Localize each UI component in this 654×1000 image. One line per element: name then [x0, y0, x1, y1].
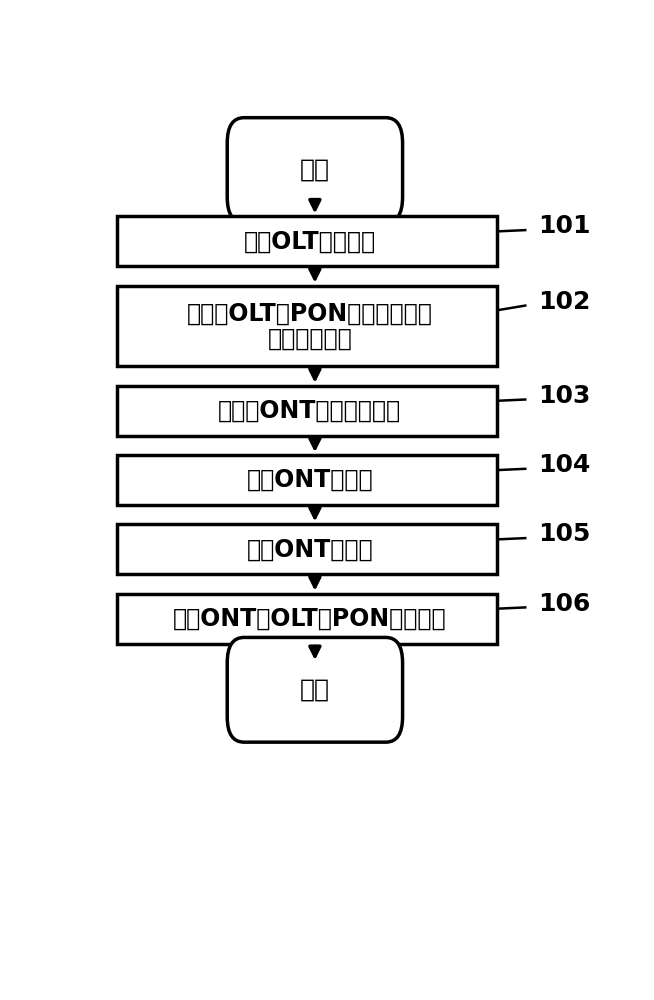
Bar	[117, 216, 498, 266]
Bar	[117, 386, 498, 436]
Text: 关联ONT和OLT的PON连接关系: 关联ONT和OLT的PON连接关系	[173, 607, 447, 631]
Text: 关联ONT和槽位: 关联ONT和槽位	[247, 537, 373, 561]
Text: 结束: 结束	[300, 678, 330, 702]
Text: 101: 101	[538, 214, 591, 238]
Text: 加载OLT实际配置: 加载OLT实际配置	[244, 229, 376, 253]
Text: 为每个ONT生成虚拟槽位: 为每个ONT生成虚拟槽位	[218, 399, 402, 423]
Text: 加载ONT盘信息: 加载ONT盘信息	[247, 468, 373, 492]
Bar	[117, 524, 498, 574]
Text: 开始: 开始	[300, 158, 330, 182]
Text: 105: 105	[538, 522, 591, 546]
Text: 106: 106	[538, 592, 591, 616]
Bar	[117, 286, 498, 366]
FancyBboxPatch shape	[227, 118, 403, 222]
Text: 102: 102	[538, 290, 591, 314]
Text: 议一个虚拟框: 议一个虚拟框	[267, 327, 353, 351]
Text: 104: 104	[538, 453, 591, 477]
FancyBboxPatch shape	[227, 637, 403, 742]
Text: 为每个OLT侧PON口下挂模块建: 为每个OLT侧PON口下挂模块建	[187, 301, 433, 325]
Text: 103: 103	[538, 384, 591, 408]
Bar	[117, 455, 498, 505]
Bar	[117, 594, 498, 644]
